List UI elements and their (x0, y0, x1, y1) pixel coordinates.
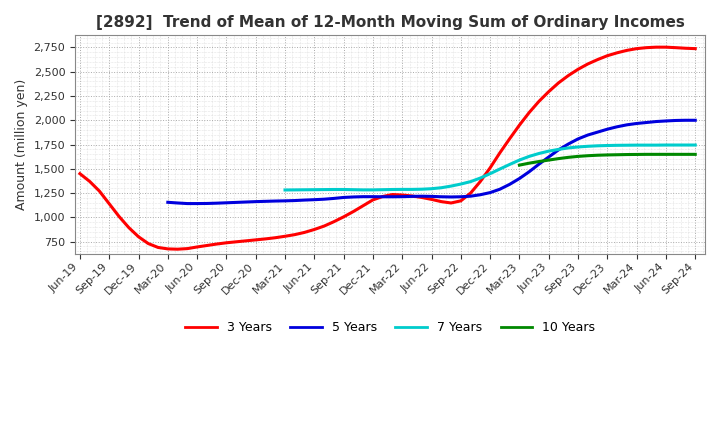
Y-axis label: Amount (million yen): Amount (million yen) (15, 79, 28, 210)
Legend: 3 Years, 5 Years, 7 Years, 10 Years: 3 Years, 5 Years, 7 Years, 10 Years (180, 316, 600, 339)
Title: [2892]  Trend of Mean of 12-Month Moving Sum of Ordinary Incomes: [2892] Trend of Mean of 12-Month Moving … (96, 15, 685, 30)
